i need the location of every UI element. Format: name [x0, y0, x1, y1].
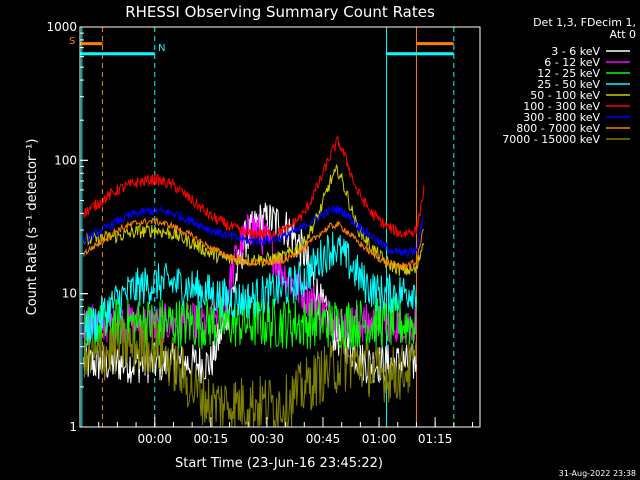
x-tick-label-5: 01:15: [418, 432, 453, 446]
x-tick-label-3: 00:45: [306, 432, 341, 446]
series-line-6: [83, 204, 425, 259]
legend-header-line-2: Att 0: [610, 28, 636, 41]
series-line-8: [83, 319, 417, 429]
legend-header-line-1: Det 1,3, FDecim 1,: [533, 16, 636, 29]
y-tick-label-1: 10: [62, 287, 77, 301]
series-line-3: [83, 231, 417, 349]
series-line-7: [83, 217, 424, 270]
x-tick-label-2: 00:30: [250, 432, 285, 446]
legend-label-2: 12 - 25 keV: [537, 67, 600, 80]
x-axis-label: Start Time (23-Jun-16 23:45:22): [175, 456, 383, 471]
x-tick-label-4: 01:00: [362, 432, 397, 446]
legend-label-4: 50 - 100 keV: [530, 89, 600, 102]
series-line-4: [83, 163, 425, 276]
series-line-5: [83, 136, 425, 240]
x-tick-label-0: 00:00: [137, 432, 172, 446]
legend-label-7: 800 - 7000 keV: [516, 122, 600, 135]
legend-label-5: 100 - 300 keV: [523, 100, 600, 113]
legend-label-8: 7000 - 15000 keV: [502, 133, 600, 146]
x-tick-label-1: 00:15: [194, 432, 229, 446]
y-tick-label-3: 1000: [46, 20, 77, 34]
chart-title: RHESSI Observing Summary Count Rates: [125, 3, 435, 21]
y-axis-label: Count Rate (s⁻¹ detector⁻¹): [25, 139, 40, 316]
legend-label-6: 300 - 800 keV: [523, 111, 600, 124]
timestamp: 31-Aug-2022 23:38: [559, 469, 636, 478]
y-tick-label-2: 100: [54, 153, 77, 167]
series-line-0: [83, 202, 417, 384]
y-tick-label-0: 1: [69, 420, 77, 434]
legend-label-0: 3 - 6 keV: [551, 45, 600, 58]
n-flag-label: N: [158, 43, 165, 54]
s-flag-label: S: [69, 36, 75, 47]
series-line-2: [83, 295, 417, 360]
legend-label-1: 6 - 12 keV: [544, 56, 600, 69]
plot-frame: [79, 26, 481, 428]
legend-label-3: 25 - 50 keV: [537, 78, 600, 91]
